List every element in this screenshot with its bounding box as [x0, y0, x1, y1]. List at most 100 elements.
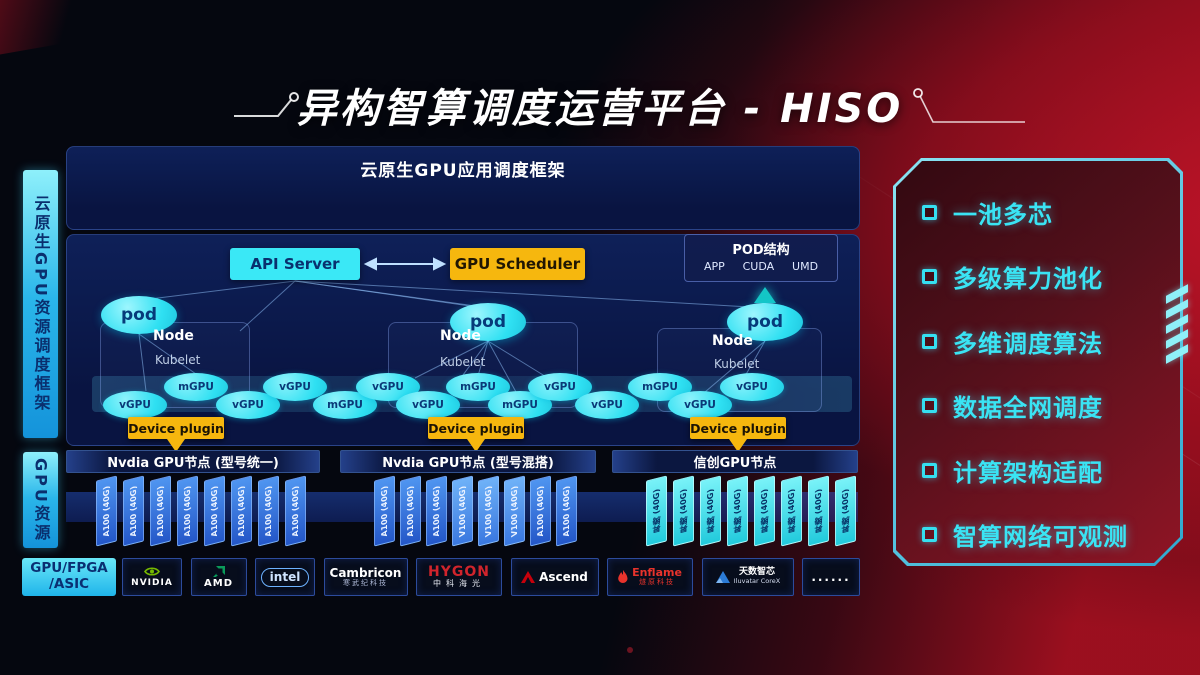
pod-ellipse-1: pod	[101, 296, 177, 334]
vendor-name: 天数智芯	[738, 567, 775, 578]
feature-item: 智算网络可观测	[922, 503, 1172, 568]
vendor-name: Ascend	[539, 570, 588, 584]
gpu-card-label: A100 (40G)	[432, 484, 441, 538]
vendor-name: AMD	[204, 577, 233, 589]
page-title: 异构智算调度运营平台 - HISO	[296, 86, 904, 132]
feature-label: 一池多芯	[953, 200, 1053, 229]
gpu-card-label: 昇腾 (40G)	[760, 487, 769, 535]
feature-label: 智算网络可观测	[953, 523, 1128, 552]
circuit-deco-right-icon	[913, 88, 1025, 123]
gpu-card: A100 (40G)	[96, 475, 117, 547]
square-bullet-icon	[922, 462, 937, 478]
vendor-amd: AMD	[190, 558, 247, 596]
gpu-card-label: A100 (40G)	[562, 484, 571, 538]
pod-item-cuda: CUDA	[742, 260, 775, 273]
gpu-card-label: A100 (40G)	[183, 484, 192, 538]
gpu-fpga-asic-label: GPU/FPGA /ASIC	[22, 558, 116, 596]
device-plugin-3: Device plugin	[690, 417, 786, 439]
enflame-logo	[618, 570, 628, 584]
feature-label: 计算架构适配	[953, 458, 1103, 487]
gpu-card-label: 昇腾 (40G)	[679, 487, 688, 535]
vgpu-chip: vGPU	[720, 373, 784, 401]
vendor-name: ......	[811, 570, 851, 584]
feature-label: 多级算力池化	[953, 265, 1103, 294]
vendor-sub: Iluvatar CoreX	[733, 577, 781, 586]
gpu-card: 昇腾 (40G)	[808, 475, 829, 547]
gpu-card: A100 (40G)	[150, 475, 171, 547]
gpu-card-label: V100 (40G)	[458, 484, 467, 538]
gpu-card: A100 (40G)	[556, 475, 577, 547]
gpu-card-label: 昇腾 (40G)	[841, 487, 850, 535]
gpu-card: A100 (40G)	[374, 475, 395, 547]
vendor-hygon: HYGON 中科海光	[416, 558, 502, 596]
vendor-nvidia: NVIDIA	[122, 558, 182, 596]
device-plugin-2: Device plugin	[428, 417, 524, 439]
gpu-card-label: A100 (40G)	[129, 484, 138, 538]
square-bullet-icon	[922, 398, 937, 414]
gpu-card: A100 (40G)	[530, 475, 551, 547]
gpu-card: A100 (40G)	[231, 475, 252, 547]
pod-item-app: APP	[703, 260, 725, 273]
vgpu-chip: vGPU	[263, 373, 327, 401]
kubelet-label-2: Kubelet	[440, 355, 486, 369]
feature-label: 数据全网调度	[953, 394, 1103, 423]
device-plugin-1: Device plugin	[128, 417, 224, 439]
pod-up-arrow-icon	[754, 287, 776, 303]
gpu-card-label: A100 (40G)	[156, 484, 165, 538]
gpu-card: A100 (40G)	[400, 475, 421, 547]
gpu-card: 昇腾 (40G)	[646, 475, 667, 547]
rail-cloud-gpu-framework: 云原生GPU资源调度框架	[23, 170, 58, 438]
gpu-card: A100 (40G)	[123, 475, 144, 547]
gpu-card: A100 (40G)	[204, 475, 225, 547]
gpu-scheduler-box: GPU Scheduler	[450, 248, 585, 280]
gpu-card: A100 (40G)	[285, 475, 306, 547]
feature-item: 数据全网调度	[922, 374, 1172, 439]
feature-panel-frame	[893, 158, 1183, 566]
vendor-ascend: Ascend	[510, 558, 599, 596]
gpu-card-label: 昇腾 (40G)	[706, 487, 715, 535]
gpu-card-label: V100 (40G)	[510, 484, 519, 538]
gpu-pool-header-1: Nvdia GPU节点 (型号统一)	[66, 450, 320, 473]
gpu-card-label: A100 (40G)	[536, 484, 545, 538]
pod-ellipse-3: pod	[727, 303, 803, 341]
node-label-2: Node	[440, 328, 481, 344]
vgpu-chip: vGPU	[396, 391, 460, 419]
gpu-card-label: A100 (40G)	[406, 484, 415, 538]
pod-structure-box: POD结构 APP CUDA UMD	[684, 234, 838, 282]
hardware-label-line2: /ASIC	[48, 576, 90, 592]
gpu-card-label: 昇腾 (40G)	[787, 487, 796, 535]
gpu-card-label: V100 (40G)	[484, 484, 493, 538]
square-bullet-icon	[922, 333, 937, 349]
feature-item: 多维调度算法	[922, 309, 1172, 374]
vendor-name: NVIDIA	[131, 578, 173, 588]
gpu-card-label: 昇腾 (40G)	[733, 487, 742, 535]
vendor-sub: 中科海光	[433, 579, 485, 589]
feature-label: 多维调度算法	[953, 329, 1103, 358]
pod-ellipse-2: pod	[450, 303, 526, 341]
gpu-pool-header-2: Nvdia GPU节点 (型号混搭)	[340, 450, 596, 473]
vendor-iluvatar: 天数智芯 Iluvatar CoreX	[701, 558, 794, 596]
cloud-gpu-app-panel: 云原生GPU应用调度框架	[66, 146, 860, 230]
square-bullet-icon	[922, 204, 937, 220]
kubelet-label-1: Kubelet	[155, 353, 201, 367]
gpu-card-label: A100 (40G)	[264, 484, 273, 538]
nvidia-logo	[143, 566, 161, 577]
rail-label: GPU资源	[31, 457, 51, 543]
vendor-cambricon: Cambricon 寒武纪科技	[323, 558, 408, 596]
square-bullet-icon	[922, 527, 937, 543]
gpu-card: A100 (40G)	[177, 475, 198, 547]
gpu-card: V100 (40G)	[478, 475, 499, 547]
feature-item: 一池多芯	[922, 180, 1172, 245]
gpu-card: 昇腾 (40G)	[700, 475, 721, 547]
feature-item: 多级算力池化	[922, 245, 1172, 310]
vgpu-chip: vGPU	[575, 391, 639, 419]
node-label-3: Node	[712, 333, 753, 349]
gpu-card: 昇腾 (40G)	[754, 475, 775, 547]
vgpu-chip: vGPU	[103, 391, 167, 419]
vendor-name: Cambricon	[329, 565, 402, 580]
circuit-deco-left-icon	[234, 92, 299, 117]
gpu-card: A100 (40G)	[426, 475, 447, 547]
down-arrow-icon	[167, 439, 185, 452]
square-bullet-icon	[922, 269, 937, 285]
gpu-card: 昇腾 (40G)	[781, 475, 802, 547]
